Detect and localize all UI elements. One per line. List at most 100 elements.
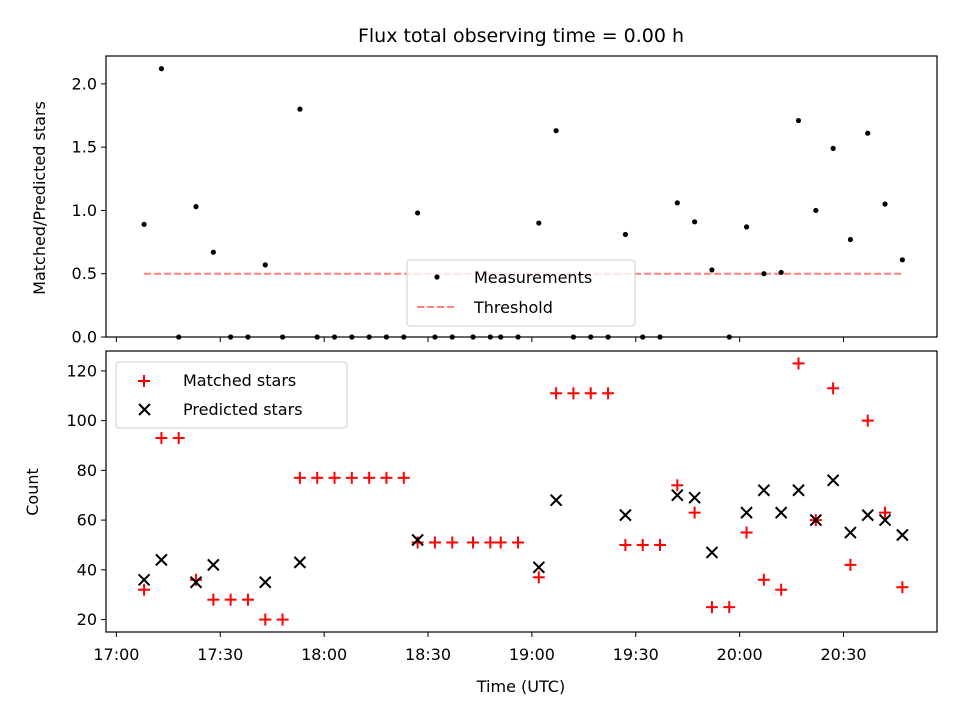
measurement-point [761,271,767,277]
predicted-star-point [757,484,771,497]
predicted-star-point [189,576,203,589]
matched-star-point [740,526,753,539]
legend-measurements-label: Measurements [474,268,592,287]
matched-star-point [723,601,736,614]
measurement-point [813,207,819,214]
matched-star-point [467,536,480,549]
matched-star-point [757,573,770,586]
bottom-legend: Matched stars Predicted stars [115,361,348,429]
matched-star-point [567,387,580,400]
matched-star-point [328,471,341,484]
x-tick-label: 19:00 [509,645,555,664]
x-tick-label: 20:00 [717,645,763,664]
top-y-tick-label: 0.0 [72,328,97,347]
matched-star-point [190,573,203,586]
matched-star-point [411,536,424,549]
matched-star-point [311,471,324,484]
matched-star-point [155,432,168,445]
x-tick-label: 20:30 [820,645,866,664]
predicted-star-point [259,576,272,589]
bottom-y-axis-label: Count [23,468,42,516]
predicted-star-point [809,513,823,527]
predicted-star-point [896,528,909,542]
matched-star-point [138,583,151,596]
predicted-star-point [411,533,424,547]
matched-star-point [494,536,507,549]
top-axes: 0.0 0.5 1.0 1.5 2.0 [72,74,845,347]
predicted-star-point [861,508,874,522]
matched-star-point [705,601,718,614]
matched-star-point [636,538,649,551]
matched-star-point [844,558,857,571]
x-axis-label: Time (UTC) [476,677,565,696]
matched-star-point [172,432,185,445]
matched-star-point [584,387,597,400]
measurement-point [158,66,164,72]
x-tick-label: 19:30 [613,645,659,664]
bottom-plot-marks [137,357,909,626]
x-tick-label: 17:30 [197,645,243,664]
bottom-y-tick-label: 120 [66,361,97,380]
bottom-plot-frame [105,350,938,633]
predicted-star-point [671,489,684,502]
predicted-star-point [688,491,701,504]
matched-star-point [775,583,788,596]
predicted-star-point [878,513,892,527]
predicted-star-point [619,508,632,522]
matched-star-point [879,506,892,519]
matched-star-point [363,471,376,484]
measurement-point [622,231,628,238]
top-y-tick-label: 2.0 [72,74,97,93]
legend-matched-marker [138,375,150,387]
matched-star-point [619,538,632,551]
matched-star-point [792,357,805,370]
matched-star-point [380,471,393,484]
matched-star-point [293,471,306,484]
ratio-panel: Flux total observing time = 0.00 h Match… [30,25,938,347]
matched-star-point [688,506,701,519]
top-y-axis-label: Matched/Predicted stars [30,101,49,295]
matched-star-point [550,387,563,400]
measurement-point [415,210,421,216]
matched-star-point [861,414,874,427]
measurement-point [743,224,750,230]
top-y-tick-label: 1.5 [72,138,97,157]
x-tick-label: 18:30 [405,645,451,664]
matched-star-point [345,471,358,484]
predicted-star-point [549,493,563,507]
top-y-tick-label: 0.5 [72,264,97,283]
measurement-point [553,128,559,134]
measurement-point [141,221,147,227]
matched-star-point [207,593,220,606]
bottom-y-tick-label: 40 [77,560,97,579]
matched-star-point [428,536,441,549]
matched-star-point [602,387,615,400]
bottom-y-tick-label: 20 [77,610,97,629]
predicted-star-point [774,506,788,519]
bottom-y-tick-label: 100 [66,411,97,430]
matched-star-point [241,593,254,606]
predicted-star-point [293,556,307,569]
x-tick-label: 18:00 [301,645,347,664]
matched-star-point [654,538,666,551]
matched-star-point [397,471,410,484]
measurement-point [709,267,715,273]
legend-predicted-marker [138,403,151,416]
bottom-y-tick-label: 60 [77,511,97,530]
matched-star-point [512,536,525,549]
matched-star-point [259,613,272,626]
measurement-point [210,249,216,255]
predicted-star-point [207,558,220,572]
predicted-star-point [137,573,151,586]
predicted-star-point [826,474,840,487]
matched-star-point [484,536,497,549]
predicted-star-point [792,484,805,497]
predicted-star-point [844,526,857,539]
measurement-point [536,220,542,226]
counts-panel: Count Time (UTC) 20 40 60 80 100 120 17:00 17:3… [23,350,938,696]
legend-measurements-marker [434,274,440,280]
matched-star-point [276,613,289,626]
measurement-point [865,130,871,136]
